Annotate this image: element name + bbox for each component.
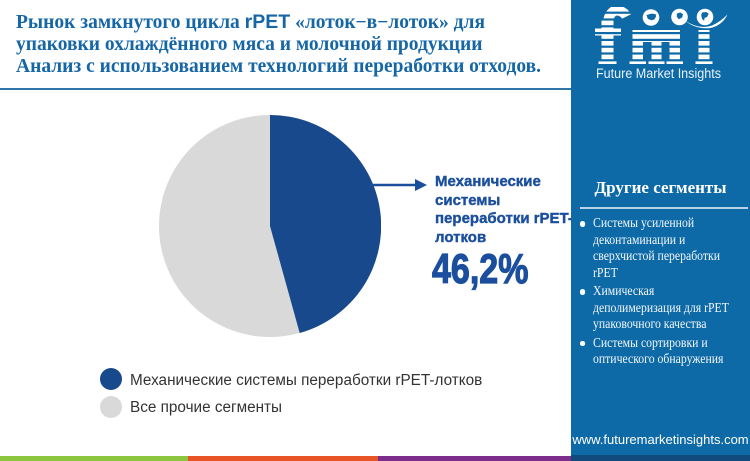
- svg-text:Future Market Insights: Future Market Insights: [596, 66, 721, 81]
